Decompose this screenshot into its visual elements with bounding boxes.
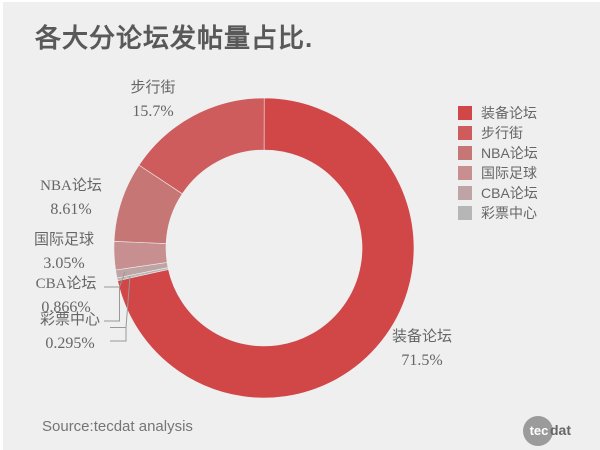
legend-label: NBA论坛 xyxy=(481,145,538,161)
legend-label: 国际足球 xyxy=(481,165,537,181)
slice-label-percent: 8.61% xyxy=(50,201,92,218)
tecdat-logo: tec dat xyxy=(523,416,598,447)
legend-item-nba: NBA论坛 xyxy=(458,143,538,163)
slice-label-name: CBA论坛 xyxy=(35,276,97,292)
legend-swatch-icon xyxy=(458,146,472,160)
legend-swatch-icon xyxy=(458,206,472,220)
slice-label-caipiao: 彩票中心 0.295% xyxy=(24,308,116,356)
legend-item-caipiao: 彩票中心 xyxy=(458,203,538,223)
slice-label-name: 装备论坛 xyxy=(391,329,452,345)
legend-item-zhuangbei: 装备论坛 xyxy=(458,103,538,123)
legend-label: 步行街 xyxy=(481,125,523,141)
donut-slices xyxy=(113,97,415,399)
legend-item-buxingjie: 步行街 xyxy=(458,123,538,143)
legend-item-guojizuqiu: 国际足球 xyxy=(458,163,538,183)
slice-label-name: 步行街 xyxy=(130,80,176,96)
legend-item-cba: CBA论坛 xyxy=(458,183,538,203)
slice-label-zhuangbei: 装备论坛 71.5% xyxy=(376,325,468,373)
legend-swatch-icon xyxy=(458,186,472,200)
logo-text-tec: tec xyxy=(529,423,549,438)
donut-slice-0 xyxy=(117,97,415,399)
logo-circle-icon xyxy=(523,416,553,446)
donut-slice-1 xyxy=(138,97,265,195)
legend: 装备论坛 步行街 NBA论坛 国际足球 CBA论坛 彩票中心 xyxy=(458,103,538,223)
legend-swatch-icon xyxy=(458,126,472,140)
slice-label-guojizuqiu: 国际足球 3.05% xyxy=(18,228,110,276)
legend-swatch-icon xyxy=(458,166,472,180)
slice-label-name: NBA论坛 xyxy=(40,178,102,194)
leader-bracket-caipiao xyxy=(110,327,127,342)
leader-line-cba xyxy=(119,271,126,288)
legend-label: 彩票中心 xyxy=(481,205,537,221)
slice-label-percent: 15.7% xyxy=(132,103,174,120)
slice-label-cba: CBA论坛 0.866% xyxy=(20,272,112,320)
legend-swatch-icon xyxy=(458,106,472,120)
logo-text-dat: dat xyxy=(550,422,571,438)
frame-edge-top xyxy=(0,0,600,2)
leader-bracket-cba xyxy=(104,286,120,322)
slice-label-nba: NBA论坛 8.61% xyxy=(25,174,117,222)
legend-label: CBA论坛 xyxy=(481,185,538,201)
slice-label-percent: 3.05% xyxy=(43,255,85,272)
slice-label-name: 国际足球 xyxy=(33,232,94,248)
leader-line-caipiao xyxy=(125,275,131,328)
slice-label-buxingjie: 步行街 15.7% xyxy=(110,76,196,124)
leader-lines xyxy=(104,271,131,342)
slice-label-percent: 71.5% xyxy=(401,352,443,369)
page-title: 各大分论坛发帖量占比. xyxy=(35,23,314,53)
legend-label: 装备论坛 xyxy=(481,105,537,121)
slice-label-percent: 0.295% xyxy=(45,335,95,352)
source-note: Source:tecdat analysis xyxy=(42,418,193,435)
frame-edge-left xyxy=(0,0,3,450)
slice-label-percent: 0.866% xyxy=(41,299,91,316)
slice-label-name: 彩票中心 xyxy=(39,312,100,328)
